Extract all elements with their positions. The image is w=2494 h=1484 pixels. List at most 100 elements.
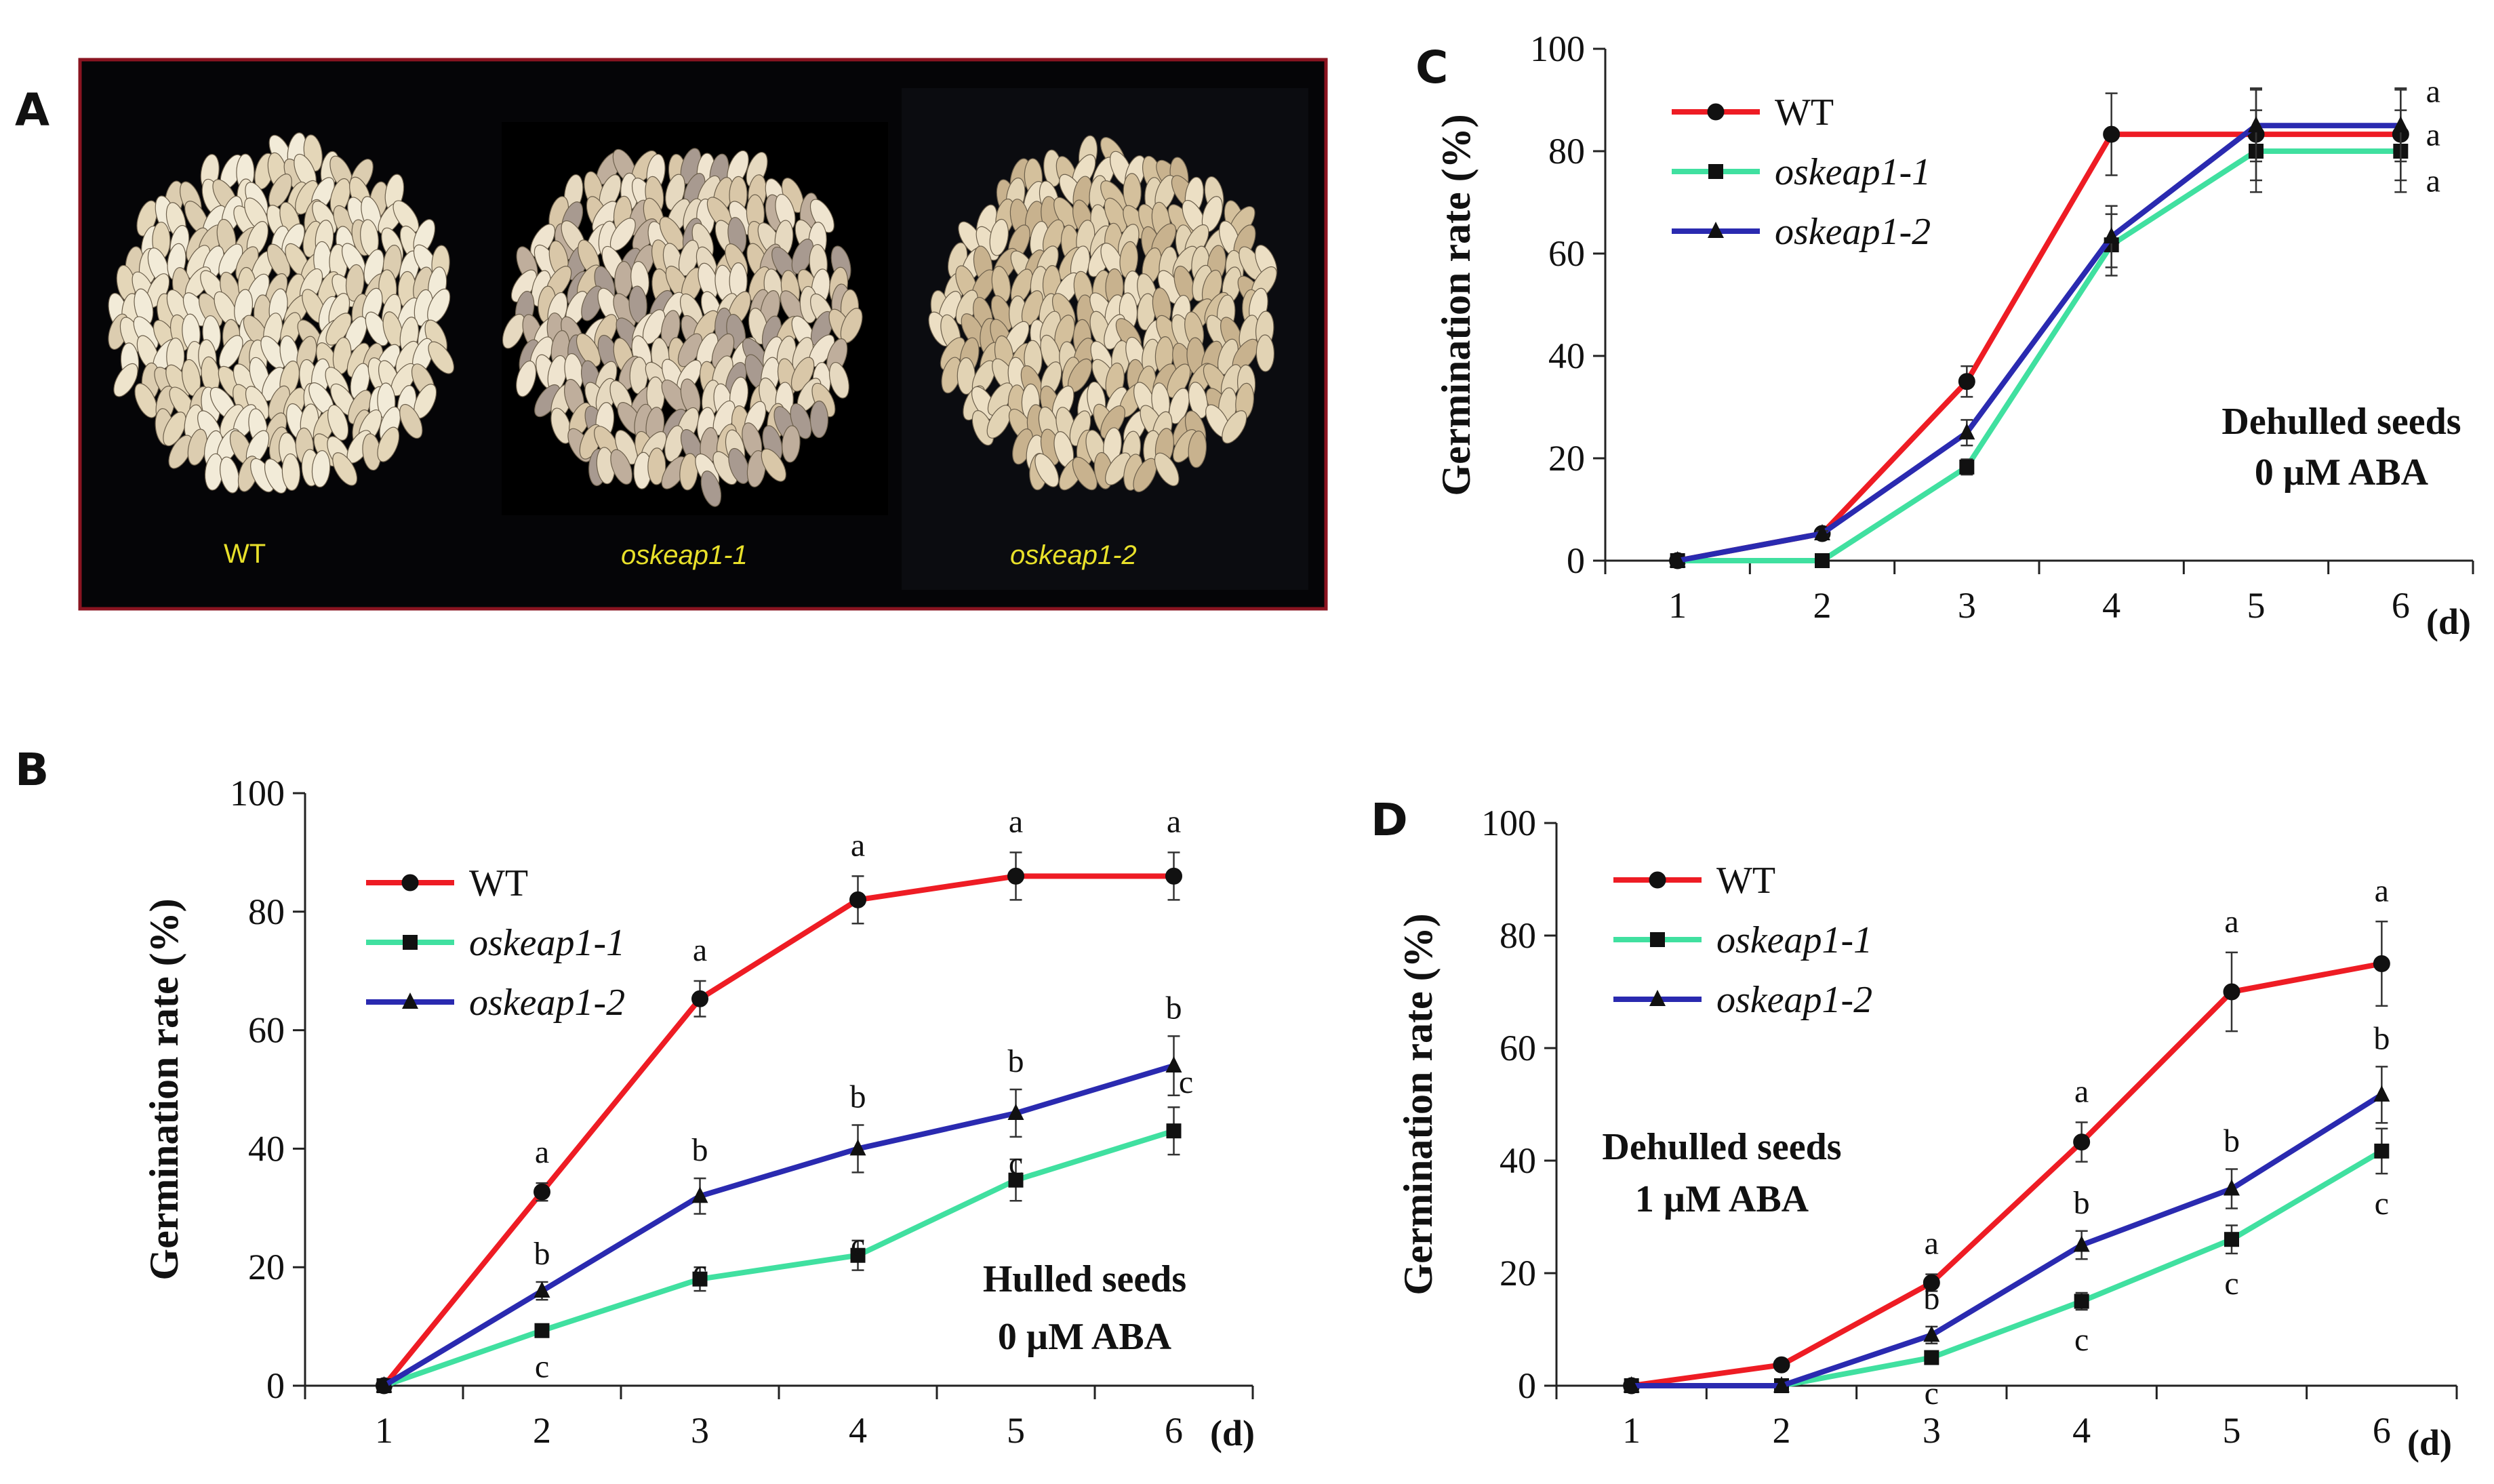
seed	[1154, 452, 1180, 487]
x-tick-label: 3	[1923, 1410, 1941, 1451]
significance-letter: b	[1166, 990, 1182, 1026]
seed	[1255, 334, 1275, 372]
significance-letter: b	[1923, 1281, 1939, 1317]
seed	[502, 313, 525, 349]
x-tick-label: 4	[849, 1410, 867, 1451]
seed	[610, 449, 632, 485]
y-tick-label: 0	[266, 1365, 285, 1406]
chart-panel-b: B 0 20 40 60 80 100 1 2 3 4 5 6 (d) Germination rate …	[15, 744, 1255, 1453]
significance-letter: c	[1009, 1146, 1023, 1182]
significance-letter: c	[535, 1348, 549, 1384]
y-tick-label: 60	[1500, 1028, 1536, 1068]
data-point-oskeap1-1	[2074, 1294, 2089, 1309]
significance-letter: b	[2224, 1123, 2240, 1159]
series-WT	[1623, 921, 2390, 1395]
series-line-oskeap1-1	[383, 1128, 1175, 1388]
seed	[1100, 405, 1125, 439]
legend-marker	[1649, 871, 1666, 889]
significance-letter: b	[692, 1132, 708, 1168]
seed	[746, 450, 766, 487]
data-point-oskeap1-2	[1773, 1376, 1790, 1392]
legend-marker	[1708, 164, 1723, 179]
data-point-oskeap1-2	[691, 1186, 708, 1203]
y-tick-label: 100	[230, 773, 285, 814]
seed	[987, 382, 1013, 416]
seed	[989, 218, 1009, 256]
x-tick-label: 3	[1958, 585, 1976, 626]
data-point-WT	[534, 1183, 550, 1201]
x-tick-label: 1	[1668, 585, 1687, 626]
y-tick-label: 40	[248, 1128, 285, 1169]
seed	[327, 404, 349, 441]
series-WT	[376, 851, 1182, 1395]
significance-letter: a	[2375, 873, 2389, 908]
legend-entry-oskeap1-2: oskeap1-2	[1613, 979, 1872, 1021]
series-oskeap1-2	[1623, 1066, 2390, 1392]
data-point-oskeap1-2	[849, 1139, 866, 1156]
x-tick-label: 1	[375, 1410, 393, 1451]
significance-letter: b	[2373, 1020, 2390, 1056]
legend-marker	[1650, 932, 1665, 947]
seed-pile-1	[108, 132, 454, 494]
significance-letter: a	[2224, 904, 2238, 940]
data-point-oskeap1-2	[1165, 1056, 1182, 1073]
data-point-oskeap1-2	[2073, 1235, 2090, 1252]
data-point-WT	[2223, 983, 2240, 1001]
x-tick-label: 5	[2247, 585, 2266, 626]
legend-marker	[1649, 990, 1666, 1006]
panel-letter-c: C	[1415, 41, 1448, 94]
x-tick-label: 6	[1165, 1410, 1183, 1451]
seed	[220, 456, 240, 494]
x-tick-label: 2	[1773, 1410, 1791, 1451]
seed	[986, 405, 1012, 439]
y-tick-label: 20	[248, 1247, 285, 1287]
y-tick-label: 80	[248, 891, 285, 932]
significance-letter: c	[2375, 1186, 2389, 1222]
seed-pile-2	[502, 148, 863, 507]
series-line-oskeap1-2	[1631, 1092, 2384, 1388]
significance-letter: a	[2426, 74, 2440, 110]
significance-letter: a	[851, 827, 865, 863]
significance-letter: a	[2074, 1074, 2089, 1110]
x-tick-label: 4	[2102, 585, 2120, 626]
data-point-oskeap1-2	[1814, 523, 1830, 540]
y-tick-label: 20	[1548, 438, 1585, 479]
significance-letter: c	[1179, 1064, 1193, 1100]
data-point-oskeap1-1	[534, 1323, 550, 1338]
seed	[1167, 363, 1191, 399]
data-point-WT	[849, 891, 866, 908]
legend-entry-WT: WT	[1672, 92, 1834, 134]
y-tick-label: 0	[1567, 540, 1585, 581]
x-tick-label: 3	[691, 1410, 709, 1451]
significance-letter: c	[2224, 1266, 2238, 1302]
seed	[399, 403, 423, 439]
seed	[761, 448, 786, 482]
significance-letter: c	[693, 1254, 707, 1289]
series-oskeap1-2	[1669, 89, 2409, 567]
seed	[163, 412, 186, 447]
x-axis-unit: (d)	[2426, 601, 2471, 642]
series-line-oskeap1-2	[382, 1063, 1175, 1388]
x-tick-label: 6	[2392, 585, 2410, 626]
data-point-oskeap1-2	[2224, 1179, 2240, 1196]
data-point-oskeap1-1	[1166, 1123, 1182, 1139]
seed	[1188, 430, 1207, 468]
seed	[576, 333, 601, 367]
data-point-oskeap1-2	[376, 1376, 393, 1392]
seed	[1169, 388, 1190, 424]
x-tick-label: 4	[2072, 1410, 2091, 1451]
y-axis-title: Germination rate (%)	[1434, 114, 1479, 496]
legend-label: oskeap1-2	[469, 982, 625, 1024]
photo-label-oskeap1-2: oskeap1-2	[1010, 540, 1137, 570]
seed	[311, 450, 331, 488]
data-point-oskeap1-2	[1923, 1325, 1940, 1342]
legend-entry-oskeap1-1: oskeap1-1	[1672, 151, 1931, 193]
seed-pile-3	[928, 135, 1278, 493]
seed	[516, 360, 537, 397]
photo-label-oskeap1-1: oskeap1-1	[621, 540, 748, 570]
data-point-oskeap1-2	[2248, 116, 2264, 133]
significance-letter: b	[2074, 1185, 2090, 1221]
data-point-WT	[1007, 867, 1024, 885]
seed	[134, 383, 158, 418]
seed	[790, 357, 815, 392]
